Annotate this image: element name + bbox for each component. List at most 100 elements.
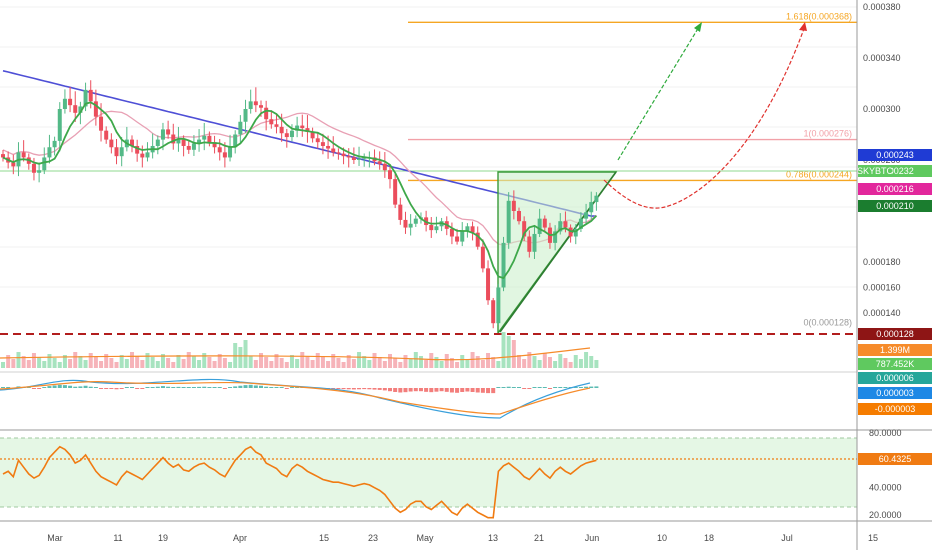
macd-histogram-bar xyxy=(1,387,5,388)
candle-body xyxy=(119,147,124,157)
candle xyxy=(532,226,537,259)
candle xyxy=(522,216,527,242)
candle xyxy=(305,115,310,143)
volume-bar xyxy=(527,352,532,368)
volume-bar xyxy=(475,356,480,368)
candle-body xyxy=(517,211,521,222)
macd-histogram-bar xyxy=(68,385,73,388)
time-tick-label-13: 15 xyxy=(868,533,878,543)
volume-bar xyxy=(341,362,346,368)
candle xyxy=(217,138,222,161)
volume-bar xyxy=(517,355,521,368)
candle xyxy=(470,221,475,241)
volume-bar xyxy=(114,362,119,368)
macd-histogram-bar xyxy=(341,388,346,390)
price-grid xyxy=(0,6,857,288)
candle xyxy=(578,212,583,233)
candle-body xyxy=(320,142,325,146)
volume-bar xyxy=(11,359,16,368)
macd-histogram-bar xyxy=(398,388,403,393)
macd-histogram-bar xyxy=(140,388,145,389)
candle-body xyxy=(181,139,186,146)
candle-body xyxy=(506,200,511,243)
macd-histogram-bar xyxy=(202,386,207,388)
macd-histogram-bar xyxy=(135,388,140,389)
candle-body xyxy=(336,152,341,154)
volume-bar xyxy=(104,354,109,368)
macd-histogram-bar xyxy=(331,388,336,389)
macd-histogram-bar xyxy=(511,387,516,388)
volume-bar xyxy=(83,360,88,368)
macd-histogram-bar xyxy=(264,386,269,388)
volume-bar xyxy=(449,358,454,368)
volume-bar xyxy=(424,360,429,368)
volume-bar xyxy=(558,354,563,368)
macd-histogram-bar xyxy=(253,385,258,388)
candle xyxy=(11,154,16,175)
macd-histogram-bar xyxy=(418,388,423,392)
time-tick-label-8: 21 xyxy=(534,533,544,543)
macd-histogram-bar xyxy=(289,387,294,388)
macd-histogram-bar xyxy=(212,387,217,388)
volume-bar xyxy=(1,362,5,368)
price-tag-3-bg xyxy=(858,200,932,212)
macd-histogram-bar xyxy=(197,386,202,388)
fib-levels: 1.618(0.000368) 1(0.000276) 0.786(0.000244… xyxy=(0,11,857,327)
macd-histogram-bar xyxy=(501,387,506,388)
candle-body xyxy=(21,152,26,158)
macd-histogram-bar xyxy=(145,387,150,388)
volume-bar xyxy=(78,356,83,368)
macd-histogram-bar xyxy=(274,387,279,388)
candle xyxy=(47,134,52,164)
volume-bar xyxy=(377,357,382,368)
macd-histogram-bar xyxy=(491,388,496,394)
candle-body xyxy=(212,142,217,148)
candle-body xyxy=(217,147,222,153)
candle-body xyxy=(1,154,5,158)
candle-body xyxy=(558,221,563,232)
candle-body xyxy=(315,138,320,143)
candle-body xyxy=(553,231,558,243)
macd-histogram-bar xyxy=(186,387,191,388)
macd-histogram-bar xyxy=(377,388,382,390)
time-tick-label-3: Apr xyxy=(233,533,247,543)
volume-bar xyxy=(150,357,155,368)
volume-bar xyxy=(176,355,181,368)
rsi-tick-label-2: 20.0000 xyxy=(869,510,902,520)
macd-tag-2-bg xyxy=(858,403,932,415)
volume-bar xyxy=(171,362,176,368)
candle-body xyxy=(357,158,362,160)
candle-body xyxy=(68,98,73,106)
candle xyxy=(114,138,119,165)
macd-histogram-bar xyxy=(480,388,485,393)
macd-histogram-bar xyxy=(93,387,98,388)
macd-histogram-bar xyxy=(382,388,387,391)
candle-body xyxy=(589,202,594,213)
volume-bar xyxy=(496,361,501,368)
candle-body xyxy=(253,101,258,106)
candle xyxy=(584,203,589,224)
candle-body xyxy=(522,221,527,237)
candle-body xyxy=(62,98,67,109)
price-tag-4-text: 0.000128 xyxy=(876,329,914,339)
volume-bar xyxy=(357,352,362,368)
candle xyxy=(248,89,253,114)
candle-body xyxy=(114,147,119,157)
candle-body xyxy=(331,148,336,153)
volume-bar xyxy=(398,362,403,368)
macd-histogram-bar xyxy=(465,388,470,392)
bullish-arrow-head xyxy=(694,22,702,32)
candle xyxy=(228,134,233,162)
volume-bar xyxy=(243,340,248,368)
macd-histogram-bar xyxy=(444,388,449,392)
macd-histogram-bar xyxy=(155,386,160,388)
volume-bar xyxy=(594,360,599,368)
macd-histogram-bar xyxy=(124,387,129,388)
volume-bar xyxy=(372,353,377,368)
candle xyxy=(130,135,134,153)
volume-bar xyxy=(362,356,367,368)
macd-histogram-bar xyxy=(372,388,377,390)
candle-body xyxy=(398,204,403,220)
candle xyxy=(491,297,496,329)
